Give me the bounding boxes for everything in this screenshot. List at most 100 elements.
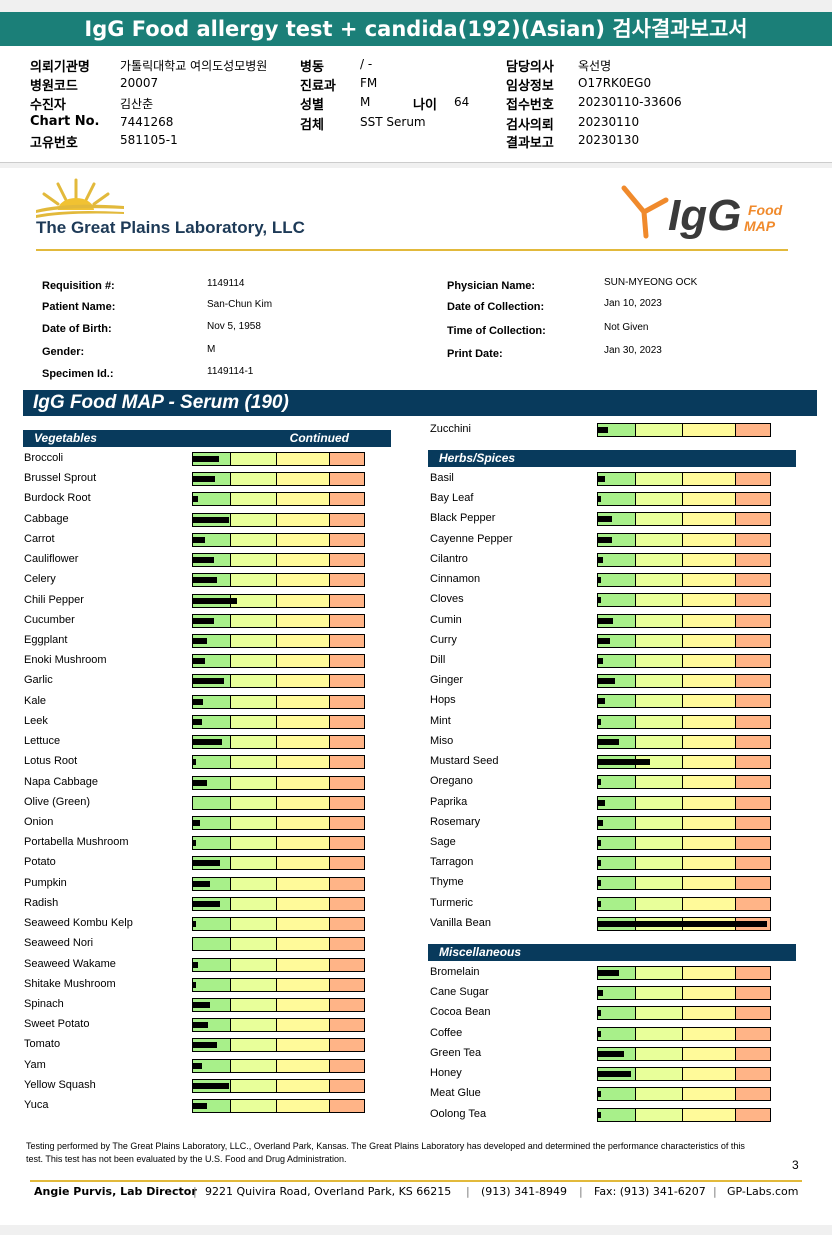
hospital-v-0: 가톨릭대학교 여의도성모병원 bbox=[120, 59, 268, 73]
scale-segment bbox=[636, 967, 683, 979]
reactivity-bar bbox=[597, 1067, 771, 1082]
scale-segment bbox=[636, 594, 683, 607]
hospital-v3-2: 20230110-33606 bbox=[578, 95, 682, 109]
food-name: Bromelain bbox=[430, 966, 480, 978]
scale-segment bbox=[736, 574, 770, 587]
food-name: Napa Cabbage bbox=[24, 775, 99, 788]
reactivity-level bbox=[598, 617, 614, 624]
hospital-k2-3: 검체 bbox=[300, 118, 324, 133]
continued-label: Continued bbox=[289, 431, 349, 445]
reactivity-level bbox=[193, 496, 199, 503]
scale-segment bbox=[736, 634, 770, 647]
scale-segment bbox=[682, 473, 737, 485]
scale-segment bbox=[330, 1039, 364, 1052]
reactivity-level bbox=[193, 1103, 207, 1110]
reactivity-bar bbox=[597, 613, 771, 628]
scale-segment bbox=[636, 533, 683, 546]
reactivity-level bbox=[193, 900, 221, 907]
scale-segment bbox=[193, 1059, 231, 1072]
food-name: Honey bbox=[430, 1067, 462, 1080]
reactivity-level bbox=[193, 698, 204, 705]
reactivity-bar bbox=[192, 775, 365, 790]
hospital-k-3: Chart No. bbox=[30, 114, 100, 129]
reactivity-level bbox=[598, 1111, 602, 1118]
reactivity-level bbox=[193, 921, 196, 928]
reactivity-level bbox=[598, 637, 611, 644]
reactivity-bar bbox=[597, 573, 771, 588]
scale-segment bbox=[330, 594, 364, 607]
scale-segment bbox=[277, 554, 331, 567]
food-name: Cayenne Pepper bbox=[430, 532, 513, 545]
food-name: Cabbage bbox=[24, 512, 69, 525]
sep-3: | bbox=[579, 1185, 583, 1198]
patient-right-key-1: Date of Collection: bbox=[447, 301, 545, 313]
scale-segment bbox=[736, 877, 770, 890]
hospital-v2-0: / - bbox=[360, 57, 373, 71]
reactivity-level bbox=[598, 476, 605, 482]
scale-segment bbox=[736, 1007, 770, 1020]
scale-segment bbox=[193, 715, 231, 728]
scale-segment bbox=[330, 776, 364, 789]
reactivity-bar bbox=[192, 836, 365, 851]
scale-segment bbox=[598, 715, 637, 728]
scale-segment bbox=[230, 796, 278, 809]
reactivity-level bbox=[598, 759, 650, 766]
vegetables-header: Vegetables Continued bbox=[23, 430, 391, 447]
reactivity-bar bbox=[192, 1099, 365, 1114]
food-name: Paprika bbox=[430, 795, 468, 808]
reactivity-level bbox=[598, 678, 616, 685]
food-name: Rosemary bbox=[430, 815, 481, 828]
reactivity-level bbox=[598, 698, 605, 705]
scale-segment bbox=[636, 574, 683, 587]
food-name: Tomato bbox=[24, 1038, 61, 1051]
hospital-v3-0: 옥선명 bbox=[578, 59, 612, 73]
reactivity-level bbox=[193, 840, 197, 847]
header-divider bbox=[36, 249, 788, 251]
scale-segment bbox=[277, 473, 331, 486]
scale-segment bbox=[230, 857, 278, 870]
scale-segment bbox=[736, 1068, 770, 1081]
scale-segment bbox=[736, 695, 770, 708]
scale-segment bbox=[330, 473, 364, 486]
scale-segment bbox=[736, 1088, 770, 1101]
scale-segment bbox=[682, 695, 737, 708]
section-title: IgG Food MAP - Serum (190) bbox=[23, 390, 817, 416]
scale-segment bbox=[682, 897, 737, 910]
food-name: Yellow Squash bbox=[24, 1078, 96, 1091]
scale-segment bbox=[682, 574, 737, 587]
reactivity-bar bbox=[192, 957, 365, 972]
scale-segment bbox=[682, 553, 737, 566]
scale-segment bbox=[636, 614, 683, 627]
reactivity-bar bbox=[192, 532, 365, 547]
scale-segment bbox=[230, 998, 278, 1011]
scale-segment bbox=[277, 594, 331, 607]
reactivity-bar bbox=[597, 795, 771, 810]
scale-segment bbox=[636, 1088, 683, 1101]
scale-segment bbox=[682, 756, 737, 769]
scale-segment bbox=[682, 1088, 737, 1101]
food-name: Leek bbox=[24, 714, 48, 727]
scale-segment bbox=[193, 918, 231, 931]
reactivity-level bbox=[598, 799, 605, 806]
scale-segment bbox=[598, 816, 637, 829]
scale-segment bbox=[598, 695, 637, 708]
scale-segment bbox=[230, 877, 278, 890]
scale-segment bbox=[230, 1039, 278, 1052]
reactivity-bar bbox=[192, 593, 365, 608]
scale-segment bbox=[277, 837, 331, 850]
patient-right-value-2: Not Given bbox=[604, 322, 649, 333]
food-name: Coffee bbox=[430, 1026, 463, 1039]
food-name: Green Tea bbox=[430, 1046, 482, 1059]
scale-segment bbox=[682, 1108, 737, 1121]
food-name: Enoki Mushroom bbox=[24, 654, 107, 667]
scale-segment bbox=[277, 614, 331, 627]
reactivity-level bbox=[598, 1010, 602, 1017]
food-name: Seaweed Nori bbox=[24, 937, 94, 950]
lab-website[interactable]: GP-Labs.com bbox=[727, 1185, 799, 1198]
scale-segment bbox=[277, 513, 331, 526]
reactivity-bar bbox=[192, 755, 365, 770]
hospital-k2-2: 성별 bbox=[300, 98, 324, 113]
food-name: Turmeric bbox=[430, 896, 473, 909]
food-name: Seaweed Kombu Kelp bbox=[24, 917, 133, 930]
food-name: Potato bbox=[24, 856, 56, 869]
